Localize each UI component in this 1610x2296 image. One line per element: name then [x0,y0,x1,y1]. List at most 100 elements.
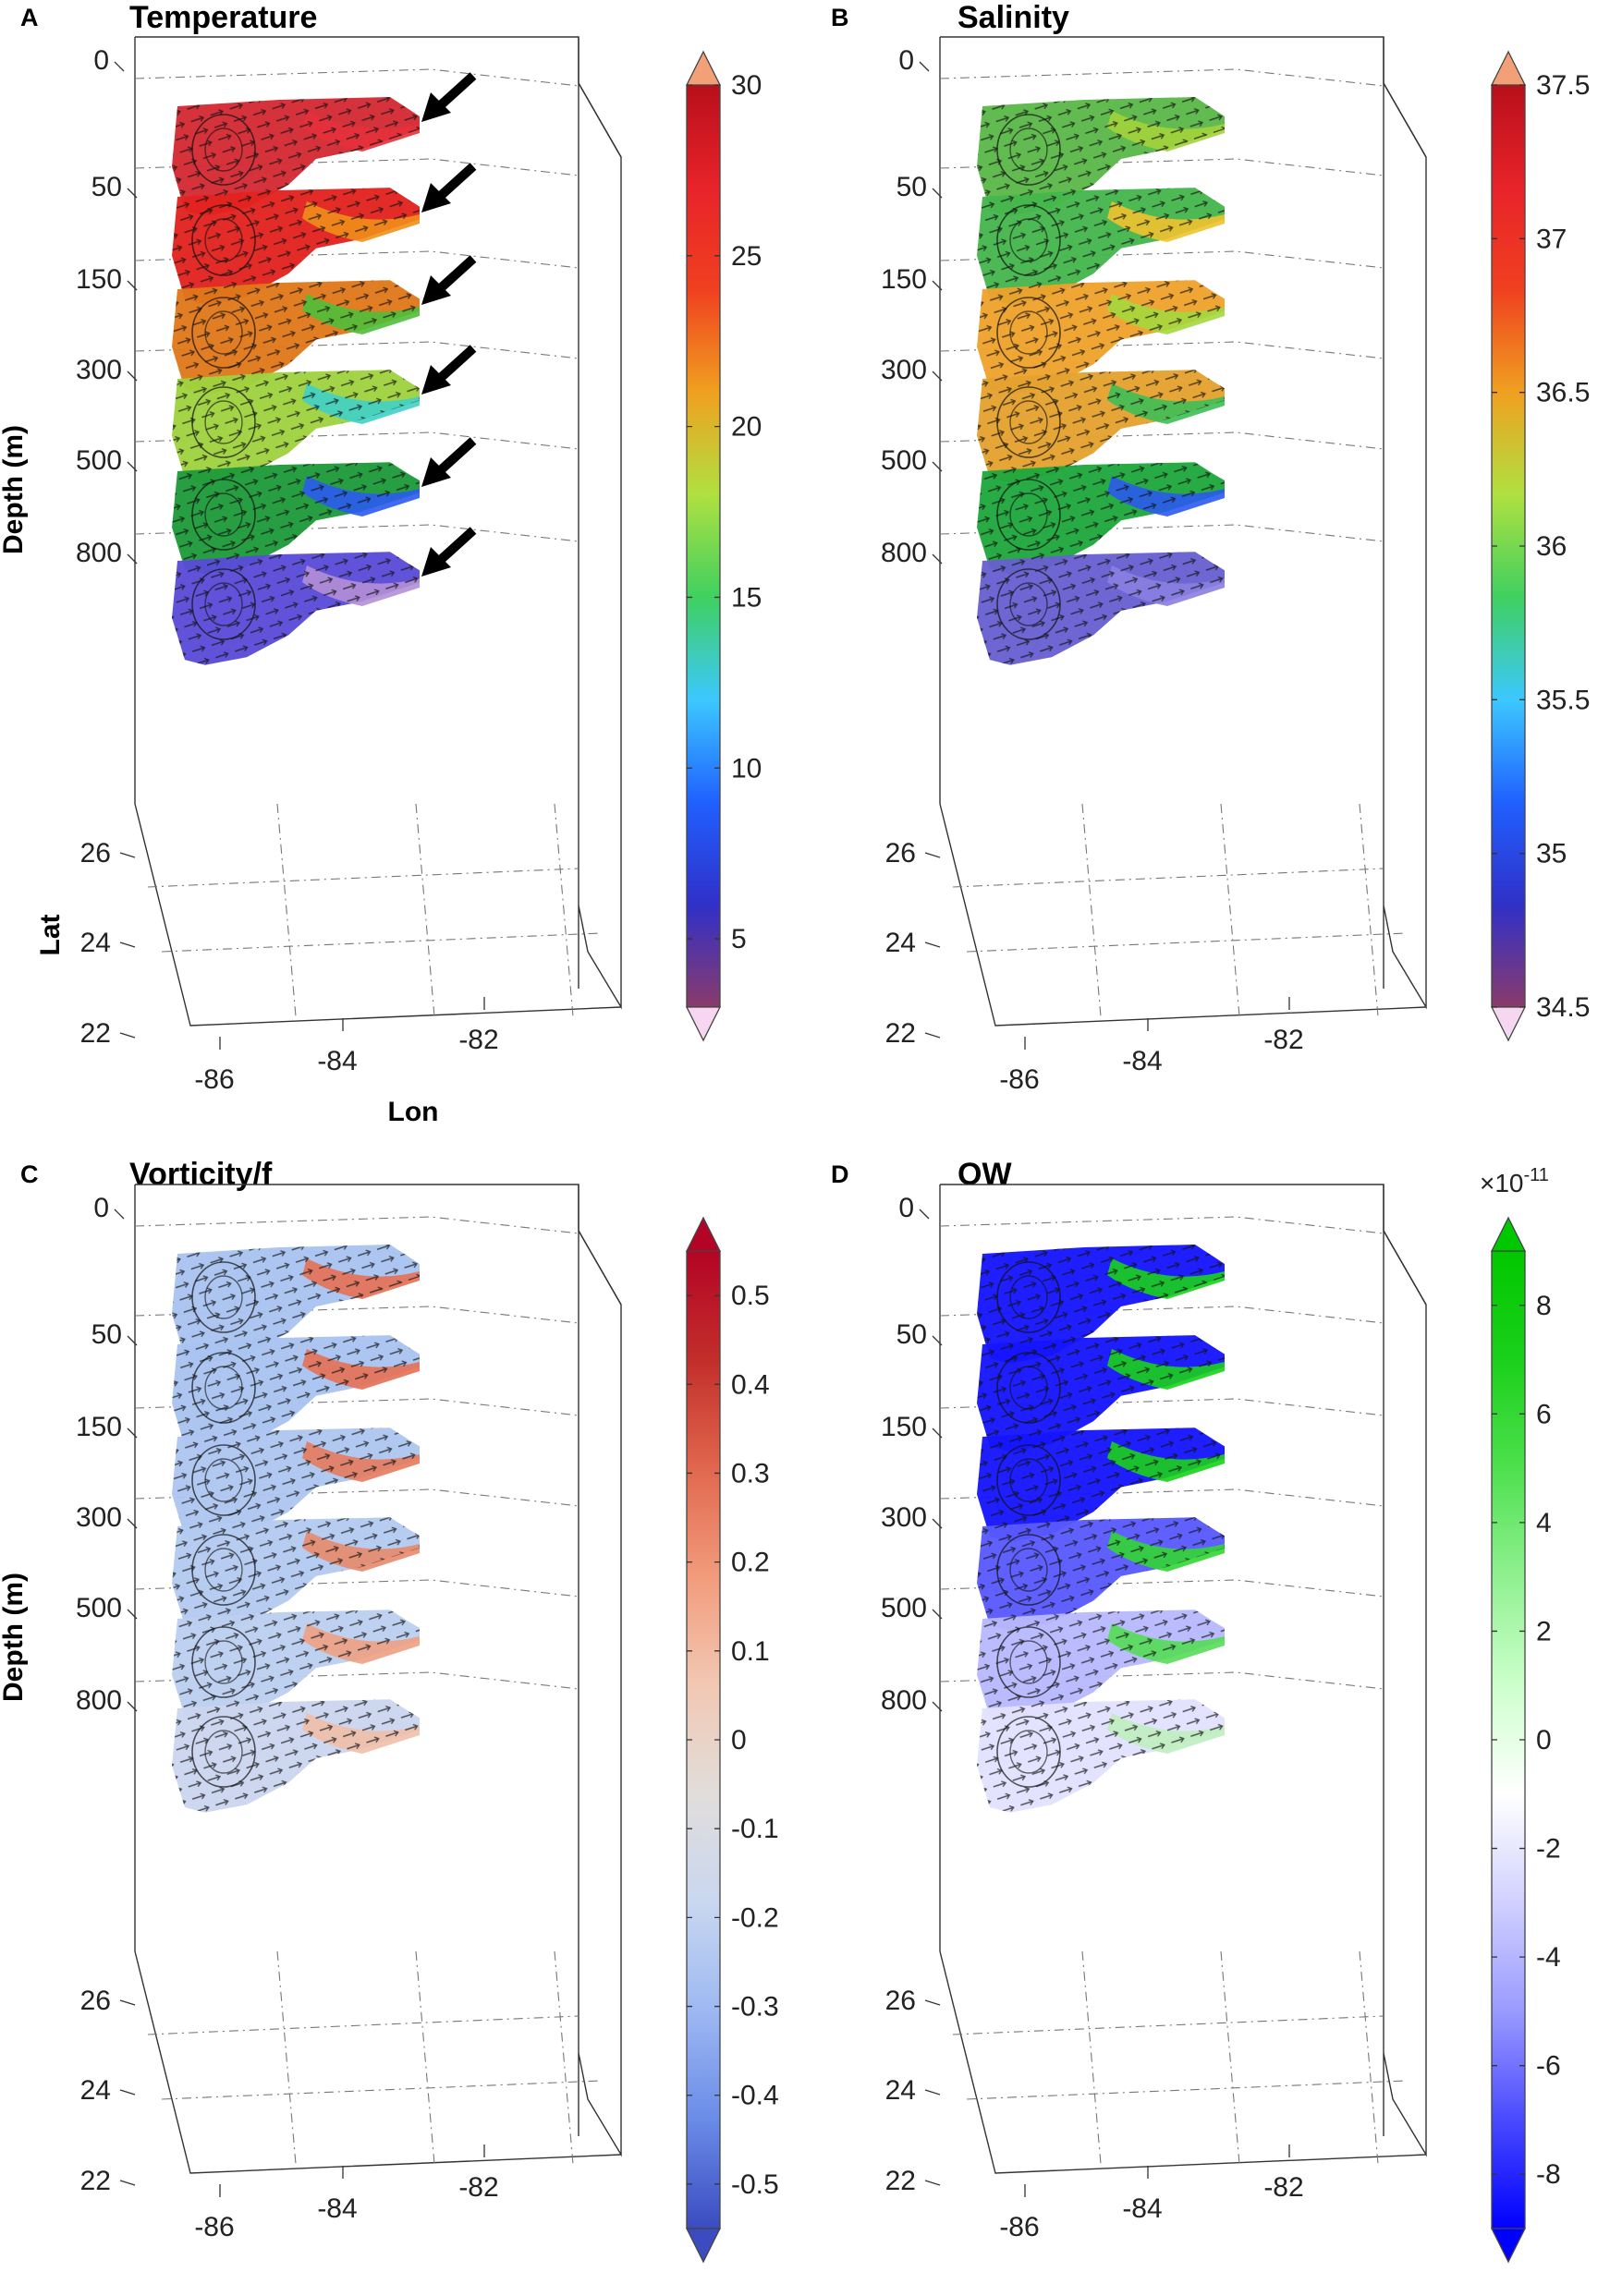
depth-tick-label: 50 [91,172,122,202]
axes-box [134,1184,622,2174]
depth-layer-500 [172,1610,420,1722]
depth-tick-label: 300 [881,1502,927,1533]
depth-layer-50 [172,1335,420,1452]
lat-axis-label: Lat [35,914,66,955]
depth-tick-label: 150 [881,1412,927,1442]
colorbar-tick-label: 25 [731,241,762,272]
depth-axis-label: Depth (m) [0,425,29,554]
depth-layer-50 [172,188,420,305]
colorbar-tick-label: -0.4 [731,2081,779,2111]
colorbar-tick-label: 34.5 [1536,992,1590,1023]
depth-layer-800 [172,1699,420,1813]
lat-tick-label: 24 [80,2075,111,2106]
depth-layer-0 [172,1245,420,1364]
lat-tick-label: 22 [885,1018,916,1049]
lat-tick-label: 22 [80,2166,111,2196]
depth-layers [977,1245,1225,1813]
panel-letter: D [831,1160,849,1188]
colorbar-tick-label: 0.1 [731,1636,770,1667]
lat-tick-label: 24 [80,928,111,958]
axes-box [134,36,622,1027]
axes-grid [134,68,602,1017]
depth-tick-label: 50 [896,1319,927,1350]
colorbar-multiplier: ×10-11 [1480,1165,1549,1197]
depth-layer-0 [172,97,420,216]
colorbar-tick-label: 20 [731,412,762,443]
colorbar-tick-label: -0.2 [731,1902,779,1933]
depth-tick-label: 500 [76,1593,122,1623]
depth-tick-label: 150 [881,264,927,295]
axes-grid [134,1216,602,2165]
depth-layer-500 [977,1610,1225,1722]
depth-tick-label: 500 [76,445,122,476]
depth-layer-0 [977,97,1225,216]
colorbar-tick-label: 37 [1536,224,1567,254]
depth-tick-label: 0 [93,1193,109,1223]
depth-tick-label: 50 [896,172,927,202]
lat-tick-label: 26 [885,838,916,869]
panel-title: Temperature [129,0,317,35]
axes-box [939,1184,1427,2174]
lat-tick-label: 24 [885,928,916,958]
colorbar: 30 25 20 15 10 5 [685,50,762,1042]
colorbar-tick-label: -8 [1536,2159,1561,2190]
colorbar-tick-label: -0.5 [731,2169,779,2200]
panel-title: Vorticity/f [129,1157,273,1192]
colorbar-tick-label: 37.5 [1536,70,1590,101]
depth-tick-label: 500 [881,445,927,476]
highlight-arrow [421,72,477,122]
lon-tick-label: -84 [317,2193,357,2224]
depth-layer-150 [172,1427,420,1543]
depth-tick-label: 0 [93,45,109,76]
depth-layer-150 [977,280,1225,395]
lon-tick-label: -84 [1122,1046,1162,1076]
depth-layer-500 [172,462,420,575]
depth-layer-0 [977,1245,1225,1364]
depth-layer-800 [977,1699,1225,1813]
colorbar: 0.5 0.4 0.3 0.2 0.1 0 -0.1 -0.2 -0.3 -0.4 -0.5 [685,1216,779,2264]
highlight-arrow [421,255,477,305]
lon-tick-label: -84 [1122,2193,1162,2224]
depth-layers [172,1245,420,1813]
highlight-arrow [421,437,477,487]
depth-tick-label: 0 [898,1193,914,1223]
colorbar: 8 6 4 2 0 -2 -4 -6 -8 [1490,1216,1561,2264]
lon-tick-label: -86 [999,1064,1039,1095]
panel-b-svg: B Salinity 0 50 150 300 500 800 26 24 22 -86 -84 -82 3… [831,0,1590,1095]
colorbar-tick-label: 15 [731,582,762,613]
colorbar-tick-label: 0 [1536,1725,1552,1755]
depth-tick-label: 150 [76,1412,122,1442]
panel-c-svg: C Vorticity/f 0 50 150 300 500 800 26 24 22 -86 -84 -… [0,1157,779,2264]
panel-d-svg: D OW 0 50 150 300 500 800 26 24 22 -86 -84 -82 8 6 4 2 0 -2… [831,1157,1561,2264]
lon-tick-label: -82 [1263,1025,1303,1055]
colorbar: 37.5 37 36.5 36 35.5 35 34.5 [1490,50,1590,1042]
depth-tick-label: 300 [76,355,122,385]
highlight-arrow [421,163,477,213]
lon-axis-label: Lon [388,1097,439,1127]
lat-tick-label: 26 [80,1986,111,2016]
depth-layer-800 [172,552,420,665]
highlight-arrow [421,345,477,395]
lat-tick-label: 22 [885,2166,916,2196]
depth-layer-300 [172,370,420,483]
depth-layers [977,97,1225,665]
panel-letter: B [831,4,849,31]
depth-tick-label: 800 [76,1685,122,1716]
colorbar-tick-label: 4 [1536,1508,1552,1538]
depth-axis-label: Depth (m) [0,1573,29,1702]
depth-layer-50 [977,188,1225,305]
colorbar-tick-label: -6 [1536,2051,1561,2082]
colorbar-tick-label: 35.5 [1536,685,1590,715]
colorbar-tick-label: 2 [1536,1616,1552,1646]
lon-tick-label: -82 [458,1025,498,1055]
highlight-arrow [421,527,477,577]
panel-letter: C [20,1160,39,1188]
panel-title: OW [957,1157,1012,1192]
depth-layer-300 [977,370,1225,483]
lat-tick-label: 22 [80,1018,111,1049]
depth-tick-label: 0 [898,45,914,76]
colorbar-tick-label: 0.2 [731,1548,770,1578]
colorbar-tick-label: 6 [1536,1399,1552,1429]
depth-tick-label: 300 [76,1502,122,1533]
colorbar-tick-label: 5 [731,924,747,954]
